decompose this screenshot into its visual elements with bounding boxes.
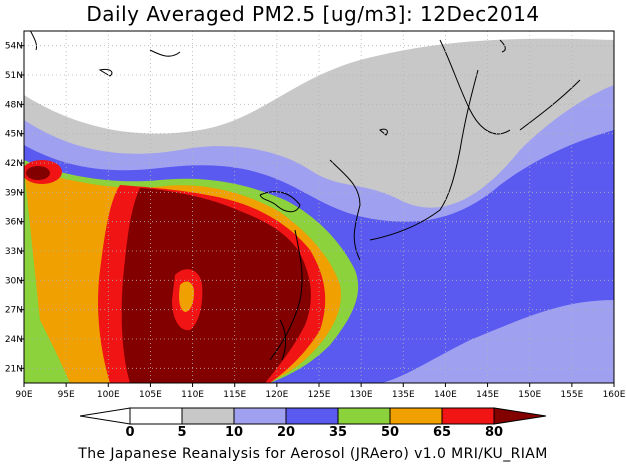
colorbar-segment [285,407,339,425]
lon-label: 160E [603,390,626,400]
latitude-labels: 54N 51N 48N 45N 42N 39N 36N 33N 30N 27N 24N 21N [5,42,24,374]
colorbar-label: 20 [277,425,295,440]
lat-label: 48N [5,100,23,110]
colorbar-arrow-left [79,407,131,425]
contour-80-plus [121,188,311,383]
lat-label: 33N [5,247,23,257]
lat-label: 45N [5,130,23,140]
lat-label: 21N [5,364,23,374]
lat-label: 30N [5,276,23,286]
lon-label: 150E [518,390,541,400]
lat-label: 27N [5,306,23,316]
colorbar-label: 10 [225,425,243,440]
contour-nw-hotspot-dark [26,166,50,180]
colorbar: 0 5 10 20 35 50 65 80 [79,407,547,440]
colorbar-segment [337,407,391,425]
lon-label: 115E [223,390,246,400]
concentration-field [24,31,614,383]
lon-label: 135E [392,390,415,400]
lon-label: 140E [434,390,457,400]
lat-label: 51N [5,71,23,81]
lon-label: 130E [350,390,373,400]
lon-label: 120E [265,390,288,400]
lat-label: 42N [5,159,23,169]
lon-label: 105E [139,390,162,400]
lat-label: 24N [5,335,23,345]
lon-label: 95E [58,390,75,400]
colorbar-label: 80 [485,425,503,440]
longitude-labels: 90E 95E 100E 105E 110E 115E 120E 125E 130E 135E 14… [15,383,626,400]
lon-label: 110E [181,390,204,400]
colorbar-label: 50 [381,425,399,440]
colorbar-label: 35 [329,425,347,440]
credit-line: The Japanese Reanalysis for Aerosol (JRA… [78,446,548,462]
colorbar-segment [233,407,287,425]
lon-label: 145E [476,390,499,400]
colorbar-segment [441,407,495,425]
lon-label: 100E [97,390,120,400]
lon-label: 125E [308,390,331,400]
lat-lon-grid [23,31,615,383]
lat-label: 36N [5,218,23,228]
map-title: Daily Averaged PM2.5 [ug/m3]: 12Dec2014 [86,2,540,26]
lon-label: 90E [15,390,32,400]
lat-label: 39N [5,188,23,198]
colorbar-segment [181,407,235,425]
colorbar-label: 0 [125,425,134,440]
colorbar-segment [389,407,443,425]
colorbar-label: 65 [433,425,451,440]
colorbar-arrow-right [493,407,547,425]
lat-label: 54N [5,42,23,52]
colorbar-segment [129,407,183,425]
colorbar-label: 5 [177,425,186,440]
lon-label: 155E [560,390,583,400]
